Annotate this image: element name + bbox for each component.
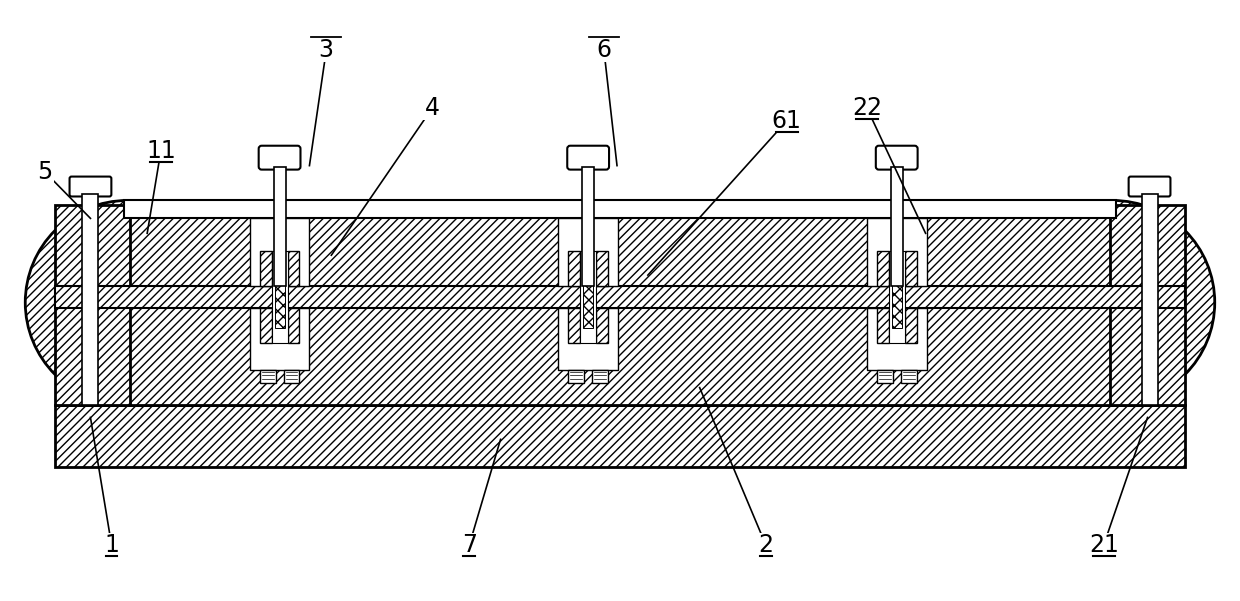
Bar xyxy=(128,201,1112,404)
Text: 3: 3 xyxy=(319,38,334,63)
Bar xyxy=(593,370,608,383)
Bar xyxy=(284,370,300,383)
Bar xyxy=(249,308,310,370)
Bar xyxy=(1110,201,1116,404)
Bar xyxy=(317,38,335,63)
Bar xyxy=(580,251,596,343)
Bar xyxy=(889,251,905,343)
Bar xyxy=(1110,206,1185,404)
Wedge shape xyxy=(25,201,128,404)
Text: 4: 4 xyxy=(425,96,440,120)
Bar xyxy=(259,370,275,383)
Text: 21: 21 xyxy=(1089,532,1118,557)
Bar xyxy=(756,532,775,557)
Bar xyxy=(568,308,580,343)
Bar xyxy=(55,286,1185,308)
Text: 7: 7 xyxy=(463,532,477,557)
Bar xyxy=(288,251,300,286)
Wedge shape xyxy=(1112,201,1215,404)
Bar xyxy=(124,201,130,404)
Bar xyxy=(83,195,98,404)
Bar xyxy=(890,166,903,286)
Bar xyxy=(1142,195,1157,404)
Bar xyxy=(583,266,593,328)
Bar xyxy=(423,96,441,120)
Text: 11: 11 xyxy=(146,139,176,163)
Bar xyxy=(582,166,594,286)
FancyBboxPatch shape xyxy=(567,145,609,169)
Bar xyxy=(259,251,272,286)
Bar xyxy=(288,308,300,343)
Bar xyxy=(55,404,1185,467)
FancyBboxPatch shape xyxy=(69,177,112,197)
Bar xyxy=(146,139,175,163)
Bar xyxy=(905,308,916,343)
Bar xyxy=(274,166,285,286)
Bar xyxy=(877,308,889,343)
Bar xyxy=(596,308,608,343)
Bar xyxy=(36,160,53,184)
Bar xyxy=(249,218,310,286)
Bar xyxy=(867,218,926,286)
Bar xyxy=(867,308,926,370)
Bar xyxy=(773,109,801,133)
Bar xyxy=(274,266,284,328)
Text: 1: 1 xyxy=(104,532,119,557)
Bar xyxy=(900,370,916,383)
Bar xyxy=(905,251,916,286)
Bar xyxy=(55,206,130,404)
Text: 22: 22 xyxy=(852,96,882,120)
Bar xyxy=(595,38,613,63)
FancyBboxPatch shape xyxy=(1128,177,1171,197)
Bar xyxy=(558,308,618,370)
Bar xyxy=(124,201,1116,218)
Bar xyxy=(103,532,120,557)
Text: 6: 6 xyxy=(596,38,611,63)
Bar xyxy=(259,308,272,343)
Bar xyxy=(460,532,479,557)
Bar xyxy=(877,251,889,286)
Bar xyxy=(272,251,288,343)
Bar xyxy=(596,251,608,286)
Bar xyxy=(853,96,880,120)
FancyBboxPatch shape xyxy=(259,145,300,169)
Bar xyxy=(1090,532,1117,557)
Bar xyxy=(568,251,580,286)
Bar xyxy=(558,218,618,286)
Text: 2: 2 xyxy=(758,532,774,557)
Bar xyxy=(892,266,901,328)
Bar xyxy=(568,370,584,383)
FancyBboxPatch shape xyxy=(875,145,918,169)
Text: 61: 61 xyxy=(771,109,801,133)
Bar xyxy=(877,370,893,383)
Text: 5: 5 xyxy=(37,160,52,184)
